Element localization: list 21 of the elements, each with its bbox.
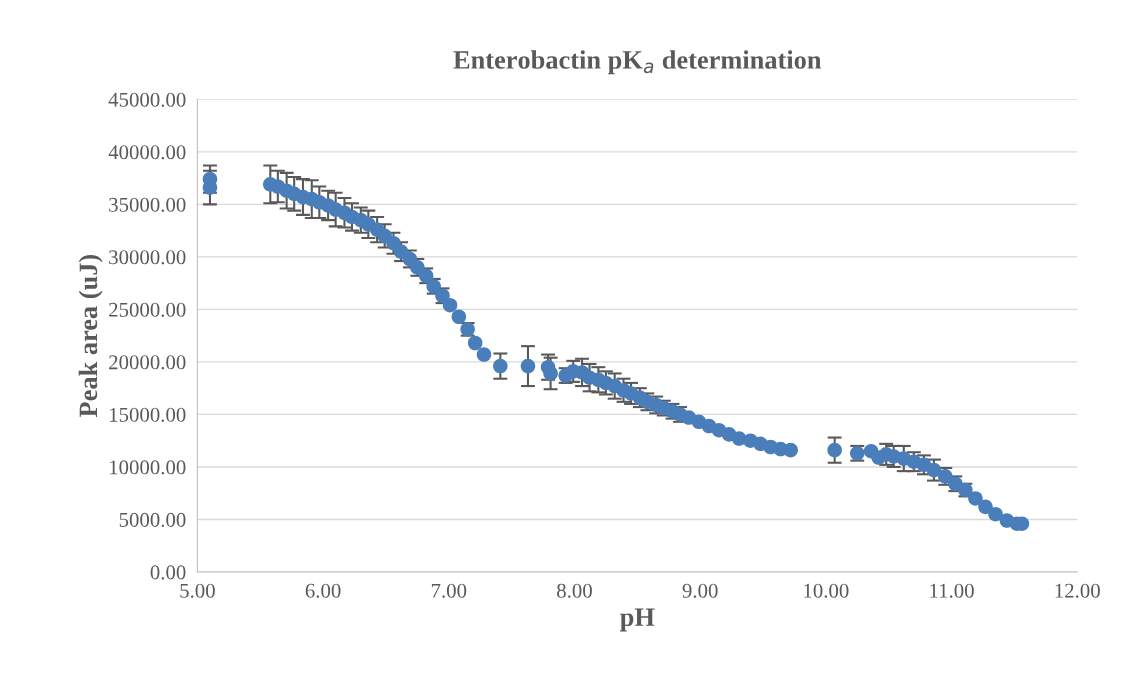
chart-title: Enterobactin pK$_{a}$ determination	[453, 50, 822, 75]
x-axis-title: pH	[620, 608, 655, 632]
y-tick-label: 45000.00	[108, 92, 186, 107]
x-tick-label: 6.00	[305, 583, 341, 598]
x-tick-label: 10.00	[804, 583, 849, 598]
y-tick-label: 20000.00	[109, 355, 186, 370]
y-tick-label: 25000.00	[109, 302, 186, 317]
x-tick-label: 9.00	[682, 583, 718, 598]
y-tick-label: 15000.00	[110, 407, 186, 422]
x-tick-label: 11.00	[930, 583, 974, 598]
y-tick-label: 10000.00	[110, 460, 186, 475]
y-tick-label: 40000.00	[108, 145, 186, 160]
y-tick-label: 5000.00	[119, 512, 186, 527]
x-tick-label: 8.00	[557, 583, 592, 598]
x-tick-label: 5.00	[180, 583, 215, 598]
y-tick-label: 0.00	[150, 565, 186, 580]
y-axis-title: Peak area (uJ)	[78, 254, 103, 418]
x-tick-label: 7.00	[431, 583, 467, 598]
x-tick-label: 12.00	[1055, 583, 1100, 598]
y-tick-label: 30000.00	[109, 250, 186, 265]
y-tick-label: 35000.00	[109, 197, 186, 212]
